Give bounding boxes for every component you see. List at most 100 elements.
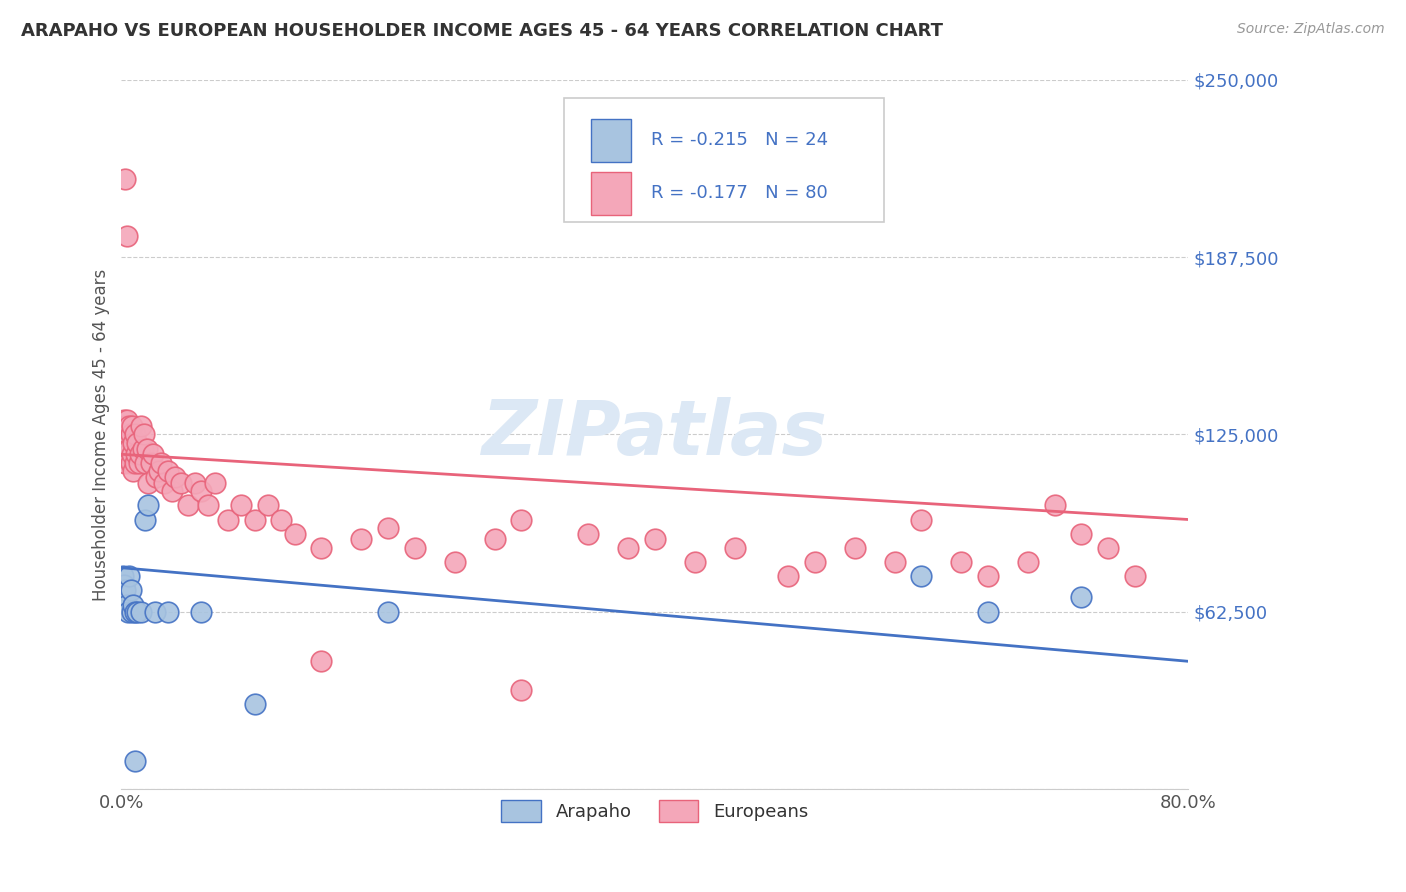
Point [404,541,426,555]
Point [111,569,134,583]
Point [122,598,145,612]
Point [377,605,399,619]
Point [131,605,153,619]
Point [190,484,212,499]
Point [443,555,465,569]
Point [217,512,239,526]
Point [1017,555,1039,569]
Point [724,541,747,555]
Point [139,456,162,470]
Point [131,418,153,433]
Point [243,697,266,711]
Point [114,172,136,186]
Point [510,512,533,526]
Point [177,499,200,513]
Point [484,533,506,547]
Point [124,605,146,619]
Point [284,526,307,541]
Point [157,464,180,478]
Point [117,605,139,619]
Point [114,583,136,598]
Point [804,555,827,569]
Point [204,475,226,490]
Point [124,427,146,442]
Point [115,413,138,427]
Point [683,555,706,569]
Point [121,418,143,433]
Point [142,447,165,461]
Point [311,654,333,668]
Point [111,427,134,442]
Point [117,427,139,442]
Point [114,418,136,433]
Point [118,418,141,433]
Point [125,447,148,461]
Point [115,598,138,612]
Point [120,427,142,442]
Point [118,442,141,456]
Point [1123,569,1146,583]
Point [114,442,136,456]
Point [136,499,159,513]
Point [311,541,333,555]
FancyBboxPatch shape [564,98,884,222]
Point [170,475,193,490]
Point [270,512,292,526]
Point [243,512,266,526]
Point [121,605,143,619]
Point [184,475,207,490]
Point [231,499,253,513]
Text: R = -0.177   N = 80: R = -0.177 N = 80 [651,185,827,202]
Point [134,456,156,470]
Point [132,442,155,456]
Point [197,499,219,513]
Point [510,682,533,697]
Point [150,456,173,470]
Point [977,605,1000,619]
FancyBboxPatch shape [591,172,631,215]
Point [134,512,156,526]
Point [129,447,152,461]
Point [145,470,167,484]
Point [112,589,135,603]
Point [350,533,373,547]
Point [120,583,142,598]
Point [1097,541,1119,555]
Point [136,475,159,490]
Point [1043,499,1066,513]
Point [883,555,905,569]
Point [977,569,1000,583]
Point [1070,591,1092,605]
Point [114,456,136,470]
Point [112,413,135,427]
Text: Source: ZipAtlas.com: Source: ZipAtlas.com [1237,22,1385,37]
Point [910,569,932,583]
Point [127,605,149,619]
Text: ZIPatlas: ZIPatlas [482,398,828,472]
Point [257,499,280,513]
Point [128,456,150,470]
Point [120,456,142,470]
Point [124,456,146,470]
Point [163,470,186,484]
Point [910,512,932,526]
Point [157,605,180,619]
Point [122,464,145,478]
Point [115,436,138,450]
Point [160,484,183,499]
Point [844,541,866,555]
Point [117,447,139,461]
Text: R = -0.215   N = 24: R = -0.215 N = 24 [651,131,828,149]
Legend: Arapaho, Europeans: Arapaho, Europeans [495,793,815,830]
Point [127,436,149,450]
Y-axis label: Householder Income Ages 45 - 64 years: Householder Income Ages 45 - 64 years [93,268,110,600]
Point [121,447,143,461]
Point [111,447,134,461]
Point [112,578,135,592]
Point [115,229,138,244]
Point [1070,526,1092,541]
Point [132,427,155,442]
Point [576,526,599,541]
Point [122,436,145,450]
Point [778,569,800,583]
